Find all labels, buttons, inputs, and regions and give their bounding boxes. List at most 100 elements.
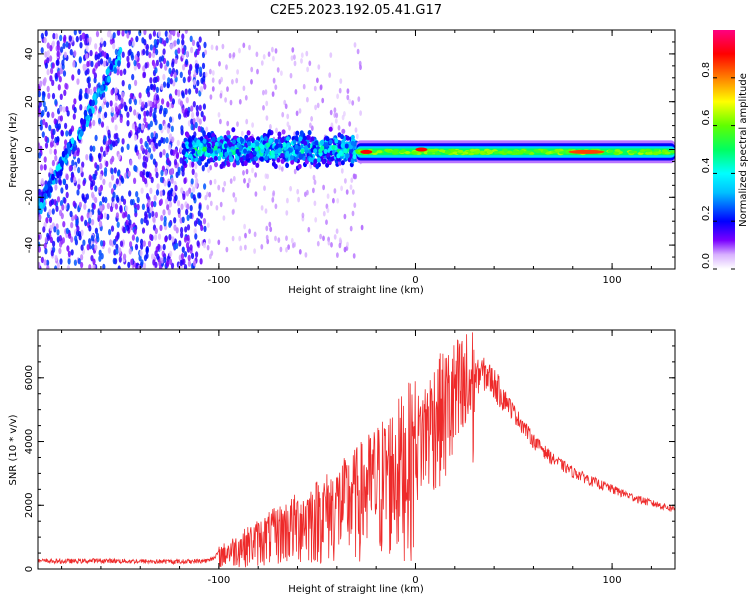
heatmap-cell	[144, 62, 148, 69]
heatmap-cell	[332, 197, 335, 204]
heatmap-cell	[219, 118, 222, 125]
heatmap-cell	[136, 196, 140, 204]
heatmap-cell	[272, 190, 276, 196]
heatmap-cell	[75, 35, 79, 43]
heatmap-cell	[177, 47, 181, 54]
heatmap-cell	[246, 182, 250, 189]
heatmap-cell	[279, 246, 283, 253]
heatmap-cell	[206, 222, 210, 228]
heatmap-cell	[189, 63, 193, 71]
heatmap-cell	[283, 99, 287, 106]
heatmap-cell	[100, 121, 105, 128]
heatmap-cell	[89, 49, 93, 57]
heatmap-cell	[128, 39, 132, 47]
heatmap-cell	[664, 151, 671, 155]
heatmap-cell	[254, 191, 258, 197]
heatmap-cell	[155, 48, 159, 56]
heatmap-cell	[312, 174, 316, 181]
heatmap-cell	[255, 141, 260, 147]
heatmap-cell	[260, 144, 265, 150]
heatmap-cell	[178, 113, 182, 120]
heatmap-cell	[236, 121, 239, 127]
heatmap-cell	[285, 136, 290, 142]
heatmap-cell	[134, 243, 139, 251]
heatmap-cell	[85, 120, 89, 128]
heatmap-cell	[346, 94, 350, 101]
heatmap-cell	[238, 235, 242, 242]
heatmap-cell	[271, 46, 274, 53]
heatmap-cell	[160, 169, 164, 177]
heatmap-cell	[143, 216, 147, 224]
heatmap-cell	[295, 110, 299, 117]
colorbar-tick-label: 0.0	[701, 253, 712, 269]
heatmap-cell	[147, 199, 151, 206]
heatmap-cell	[171, 98, 175, 105]
heatmap-cell	[232, 162, 237, 168]
heatmap-cell	[126, 32, 130, 39]
heatmap-cell	[322, 235, 325, 242]
heatmap-cell	[245, 118, 249, 125]
heatmap-cell	[200, 77, 204, 84]
heatmap-cell	[121, 80, 125, 87]
heatmap-cell	[146, 85, 150, 93]
heatmap-cell	[188, 137, 192, 143]
heatmap-cell	[176, 139, 180, 147]
heatmap-cell	[126, 120, 130, 127]
heatmap-cell	[310, 116, 313, 122]
heatmap-cell	[49, 55, 53, 62]
heatmap-cell	[209, 157, 214, 163]
heatmap-cell	[291, 242, 295, 249]
heatmap-cell	[42, 118, 46, 126]
heatmap-cell	[171, 61, 175, 68]
heatmap-cell	[214, 162, 218, 168]
heatmap-cell	[209, 253, 212, 260]
heatmap-cell	[44, 248, 48, 255]
heatmap-cell	[343, 148, 348, 154]
heatmap-cell	[300, 58, 303, 64]
heatmap-cell	[253, 248, 256, 254]
heatmap-cell	[209, 68, 212, 75]
heatmap-cell	[156, 38, 160, 46]
y-tick-label: -40	[24, 237, 35, 253]
heatmap-cell	[247, 141, 251, 147]
heatmap-cell	[340, 142, 345, 149]
heatmap-cell	[232, 192, 236, 198]
heatmap-cell	[179, 146, 183, 153]
heatmap-cell	[57, 84, 61, 91]
heatmap-cell	[149, 233, 153, 241]
heatmap-cell	[79, 88, 83, 95]
heatmap-cell	[45, 217, 49, 224]
heatmap-cell	[80, 244, 84, 251]
heatmap-cell	[444, 151, 451, 155]
heatmap-cell	[235, 160, 240, 166]
heatmap-cell	[111, 116, 115, 123]
heatmap-cell	[199, 136, 204, 142]
heatmap-cell	[302, 83, 306, 90]
heatmap-cell	[38, 90, 41, 98]
heatmap-cell	[202, 138, 207, 144]
heatmap-cell	[313, 85, 317, 92]
heatmap-cell	[194, 121, 198, 129]
heatmap-cell	[179, 71, 183, 79]
heatmap-cell	[145, 49, 149, 56]
heatmap-cell	[316, 157, 321, 163]
heatmap-cell	[65, 130, 69, 137]
heatmap-cell	[238, 145, 243, 151]
heatmap-cell	[128, 105, 133, 113]
heatmap-cell	[140, 238, 144, 246]
heatmap-cell	[204, 194, 208, 201]
heatmap-cell	[46, 50, 50, 57]
heatmap-cell	[202, 130, 206, 137]
heatmap-cell	[274, 145, 279, 151]
heatmap-cell	[140, 243, 144, 250]
heatmap-cell	[128, 83, 132, 91]
heatmap-cell	[68, 165, 72, 172]
heatmap-cell	[325, 136, 330, 142]
snr-y-label: SNR (10 * v/v)	[8, 414, 19, 485]
heatmap-cell	[120, 146, 124, 153]
heatmap-cell	[78, 230, 82, 238]
heatmap-cell	[280, 70, 283, 76]
heatmap-cell	[119, 116, 123, 124]
heatmap-cell	[72, 200, 76, 207]
heatmap-cell	[350, 177, 354, 183]
